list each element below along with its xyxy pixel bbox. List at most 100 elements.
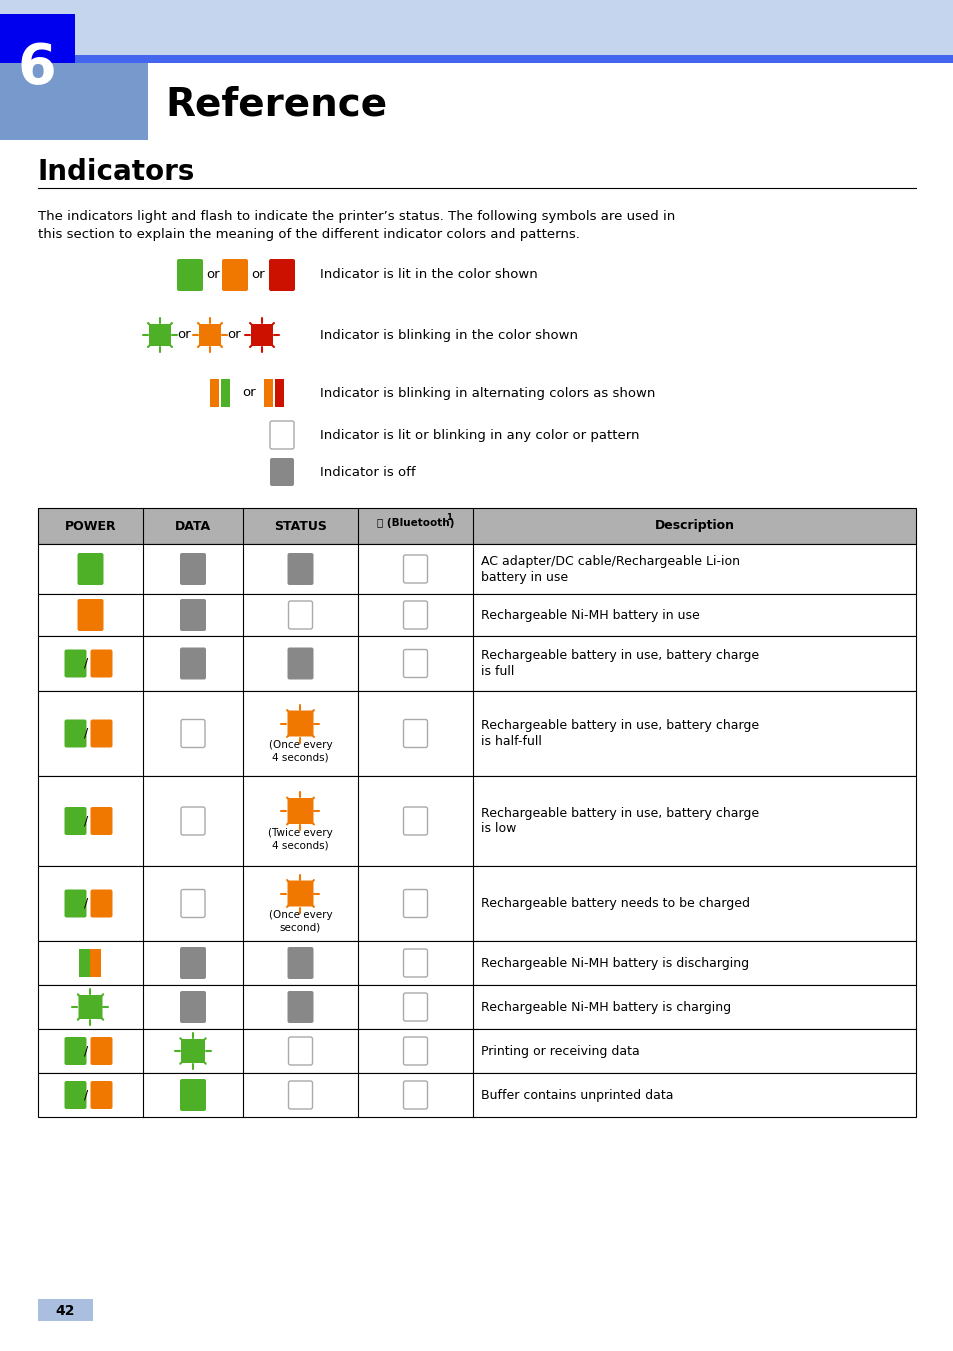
FancyBboxPatch shape (91, 889, 112, 917)
Text: this section to explain the meaning of the different indicator colors and patter: this section to explain the meaning of t… (38, 228, 579, 240)
FancyBboxPatch shape (403, 1038, 427, 1065)
FancyBboxPatch shape (65, 807, 87, 835)
Bar (38, 594, 915, 636)
Text: (Twice every
4 seconds): (Twice every 4 seconds) (268, 828, 333, 850)
FancyBboxPatch shape (181, 1039, 205, 1063)
Text: Rechargeable Ni-MH battery is charging: Rechargeable Ni-MH battery is charging (480, 1001, 730, 1013)
FancyBboxPatch shape (65, 720, 87, 747)
Text: 42: 42 (55, 1304, 74, 1319)
Text: AC adapter/DC cable/Rechargeable Li-ion: AC adapter/DC cable/Rechargeable Li-ion (480, 554, 740, 567)
FancyBboxPatch shape (403, 993, 427, 1021)
Bar (148, 63, 953, 141)
Text: or: or (251, 269, 264, 281)
FancyBboxPatch shape (288, 1038, 313, 1065)
FancyBboxPatch shape (199, 324, 221, 346)
Bar (38, 1300, 92, 1321)
FancyBboxPatch shape (287, 553, 314, 585)
Bar (0, 55, 953, 63)
Bar (38, 775, 915, 866)
Text: Rechargeable Ni-MH battery in use: Rechargeable Ni-MH battery in use (480, 608, 699, 621)
FancyBboxPatch shape (65, 650, 87, 677)
Text: /: / (84, 815, 89, 828)
FancyBboxPatch shape (77, 553, 103, 585)
FancyBboxPatch shape (91, 720, 112, 747)
FancyBboxPatch shape (177, 259, 203, 290)
Bar (38, 544, 915, 594)
Text: Rechargeable battery in use, battery charge: Rechargeable battery in use, battery cha… (480, 648, 759, 662)
Bar (38, 1029, 915, 1073)
FancyBboxPatch shape (288, 601, 313, 630)
Bar (38, 594, 915, 636)
Bar (38, 690, 915, 775)
FancyBboxPatch shape (149, 324, 171, 346)
FancyBboxPatch shape (403, 650, 427, 677)
FancyBboxPatch shape (270, 458, 294, 486)
Text: Description: Description (654, 520, 734, 532)
Bar (221, 380, 230, 407)
FancyBboxPatch shape (403, 948, 427, 977)
Text: Rechargeable battery in use, battery charge: Rechargeable battery in use, battery cha… (480, 719, 759, 732)
FancyBboxPatch shape (288, 1081, 313, 1109)
Bar (79, 948, 91, 977)
FancyBboxPatch shape (287, 798, 314, 824)
FancyBboxPatch shape (91, 807, 112, 835)
Text: /: / (84, 1044, 89, 1058)
FancyBboxPatch shape (180, 947, 206, 979)
Bar (38, 1029, 915, 1073)
Bar (38, 775, 915, 866)
Text: Rechargeable Ni-MH battery is discharging: Rechargeable Ni-MH battery is dischargin… (480, 957, 748, 970)
Text: Indicators: Indicators (38, 158, 195, 186)
FancyBboxPatch shape (77, 598, 103, 631)
Bar (38, 866, 915, 942)
FancyBboxPatch shape (403, 807, 427, 835)
FancyBboxPatch shape (181, 720, 205, 747)
FancyBboxPatch shape (287, 992, 314, 1023)
Text: /: / (84, 657, 89, 670)
Bar (38, 636, 915, 690)
FancyBboxPatch shape (180, 992, 206, 1023)
Text: 6: 6 (17, 41, 56, 95)
Text: /: / (84, 897, 89, 911)
Text: STATUS: STATUS (274, 520, 327, 532)
FancyBboxPatch shape (403, 601, 427, 630)
Text: Reference: Reference (165, 86, 387, 124)
FancyBboxPatch shape (403, 889, 427, 917)
Bar (38, 942, 915, 985)
Bar (210, 380, 219, 407)
Text: or: or (177, 328, 191, 342)
FancyBboxPatch shape (180, 553, 206, 585)
FancyBboxPatch shape (287, 647, 314, 680)
Text: /: / (84, 727, 89, 740)
Bar (0, 63, 148, 141)
Text: battery in use: battery in use (480, 570, 568, 584)
Bar (264, 380, 273, 407)
FancyBboxPatch shape (65, 1081, 87, 1109)
FancyBboxPatch shape (403, 555, 427, 584)
Bar (38, 544, 915, 594)
Text: /: / (84, 1089, 89, 1101)
Text: Rechargeable battery needs to be charged: Rechargeable battery needs to be charged (480, 897, 749, 911)
FancyBboxPatch shape (180, 598, 206, 631)
Bar (38, 508, 915, 544)
Text: The indicators light and flash to indicate the printer’s status. The following s: The indicators light and flash to indica… (38, 209, 675, 223)
Bar (0, 14, 75, 109)
FancyBboxPatch shape (65, 889, 87, 917)
FancyBboxPatch shape (65, 1038, 87, 1065)
FancyBboxPatch shape (403, 720, 427, 747)
FancyBboxPatch shape (180, 1079, 206, 1111)
FancyBboxPatch shape (251, 324, 273, 346)
Bar (38, 1073, 915, 1117)
Text: Printing or receiving data: Printing or receiving data (480, 1044, 639, 1058)
Bar (38, 985, 915, 1029)
FancyBboxPatch shape (222, 259, 248, 290)
Text: is low: is low (480, 823, 516, 835)
FancyBboxPatch shape (180, 647, 206, 680)
FancyBboxPatch shape (287, 881, 314, 907)
Bar (38, 942, 915, 985)
Text: POWER: POWER (65, 520, 116, 532)
Bar (38, 1073, 915, 1117)
Text: Indicator is off: Indicator is off (319, 466, 416, 478)
FancyBboxPatch shape (287, 711, 314, 736)
FancyBboxPatch shape (91, 1081, 112, 1109)
Text: Indicator is blinking in the color shown: Indicator is blinking in the color shown (319, 328, 578, 342)
